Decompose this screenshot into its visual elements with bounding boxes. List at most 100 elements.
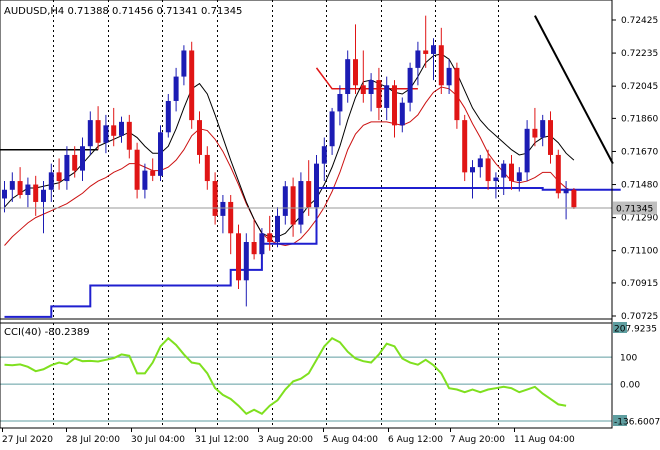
cci-tick-label: 207.9235 bbox=[614, 325, 657, 335]
time-tick-label: 31 Jul 12:00 bbox=[195, 435, 249, 445]
candle-body bbox=[9, 181, 15, 190]
candle-body bbox=[431, 45, 436, 54]
candle-body bbox=[189, 50, 195, 121]
candle-body bbox=[384, 85, 390, 108]
cci-tick-label: -136.6007 bbox=[614, 418, 660, 428]
candle-body bbox=[134, 149, 140, 190]
candle-body bbox=[259, 233, 265, 255]
candle-body bbox=[173, 76, 179, 101]
candle-body bbox=[532, 128, 538, 138]
price-tick-label: 0.72425 bbox=[621, 16, 658, 26]
candle-body bbox=[158, 132, 163, 176]
candle-body bbox=[87, 120, 93, 147]
candle-body bbox=[2, 189, 7, 199]
candle-body bbox=[407, 67, 413, 103]
candle-body bbox=[197, 120, 202, 155]
cci-line bbox=[4, 336, 567, 416]
time-tick-label: 11 Aug 04:00 bbox=[514, 435, 575, 445]
candle-body bbox=[25, 184, 31, 195]
time-tick-label: 30 Jul 04:00 bbox=[131, 435, 185, 445]
candle-body bbox=[119, 121, 124, 136]
cci-pane[interactable]: CCI(40) -80.2389 bbox=[0, 323, 612, 428]
candle-body bbox=[17, 181, 23, 195]
candle-body bbox=[438, 45, 444, 86]
price-tick-label: 0.70725 bbox=[621, 312, 658, 322]
candle-body bbox=[563, 189, 569, 194]
price-tick-label: 0.71860 bbox=[621, 114, 658, 124]
cci-title: CCI(40) -80.2389 bbox=[4, 327, 90, 338]
time-tick-label: 3 Aug 20:00 bbox=[258, 435, 313, 445]
price-axis[interactable]: 0.72425 0.72235 0.72045 0.71860 0.71670 0.714… bbox=[612, 16, 658, 322]
candle-body bbox=[415, 50, 421, 68]
candle-body bbox=[80, 146, 85, 171]
price-tick-label: 0.71480 bbox=[621, 181, 658, 191]
cci-tick-label: 0.00 bbox=[620, 381, 640, 391]
candle-body bbox=[236, 233, 241, 281]
candle-body bbox=[329, 111, 335, 147]
time-axis[interactable]: 27 Jul 2020 28 Jul 20:00 30 Jul 04:00 31 Ju… bbox=[2, 428, 575, 445]
candle-body bbox=[399, 102, 405, 126]
price-tick-label: 0.72045 bbox=[621, 82, 658, 92]
candle-body bbox=[41, 189, 46, 202]
candle-body bbox=[423, 50, 429, 54]
time-tick-label: 28 Jul 20:00 bbox=[66, 435, 120, 445]
candle-body bbox=[181, 50, 187, 77]
fast-moving-average-line bbox=[4, 53, 575, 238]
current-price-label: 0.71345 bbox=[613, 201, 657, 215]
candle-body bbox=[103, 125, 109, 143]
candle-body bbox=[446, 67, 452, 86]
candle-body bbox=[485, 158, 491, 182]
cci-level-lines bbox=[0, 356, 612, 422]
candle-body bbox=[33, 184, 39, 202]
candle-body bbox=[540, 120, 546, 138]
candle-body bbox=[111, 125, 117, 136]
candle-body bbox=[509, 163, 514, 182]
cci-axis: 207.9235 100 0.00 -136.6007 bbox=[613, 322, 660, 428]
candlesticks bbox=[2, 15, 577, 307]
candle-body bbox=[376, 80, 382, 108]
candle-body bbox=[353, 59, 358, 86]
candle-body bbox=[150, 170, 156, 176]
candle-body bbox=[48, 172, 54, 190]
candle-body bbox=[477, 158, 483, 168]
candle-body bbox=[275, 215, 280, 242]
time-tick-label: 6 Aug 12:00 bbox=[388, 435, 443, 445]
candle-body bbox=[298, 181, 304, 225]
candle-body bbox=[282, 186, 288, 216]
time-gridlines bbox=[53, 0, 499, 319]
price-tick-label: 0.71670 bbox=[621, 147, 658, 157]
candle-body bbox=[454, 67, 460, 121]
plot-frame bbox=[0, 0, 613, 429]
candle-body bbox=[251, 242, 257, 255]
candle-body bbox=[165, 100, 171, 133]
candle-body bbox=[243, 242, 249, 281]
cci-edge-marker bbox=[613, 322, 627, 333]
candle-body bbox=[306, 181, 312, 208]
candle-body bbox=[314, 163, 319, 208]
candle-body bbox=[493, 177, 499, 182]
candle-body bbox=[337, 94, 343, 112]
candle-body bbox=[142, 170, 148, 190]
current-price-value: 0.71345 bbox=[616, 205, 653, 215]
candle-body bbox=[290, 186, 296, 225]
time-tick-label: 7 Aug 20:00 bbox=[450, 435, 505, 445]
candle-body bbox=[516, 172, 522, 182]
time-tick-label: 5 Aug 04:00 bbox=[323, 435, 378, 445]
candle-body bbox=[95, 120, 101, 143]
candle-body bbox=[267, 233, 273, 242]
candle-body bbox=[571, 189, 577, 208]
price-tick-label: 0.71290 bbox=[621, 214, 658, 224]
candle-body bbox=[524, 128, 530, 173]
candle-body bbox=[345, 59, 351, 94]
cci-edge-marker bbox=[613, 415, 627, 426]
candle-body bbox=[548, 120, 553, 155]
candle-body bbox=[392, 85, 397, 126]
candle-body bbox=[212, 181, 218, 216]
candle-body bbox=[470, 167, 475, 173]
candle-body bbox=[126, 121, 132, 150]
candle-body bbox=[368, 80, 374, 94]
candle-body bbox=[462, 120, 468, 173]
main-pane[interactable]: AUDUSD,H4 0.71388 0.71456 0.71341 0.7134… bbox=[0, 0, 621, 319]
